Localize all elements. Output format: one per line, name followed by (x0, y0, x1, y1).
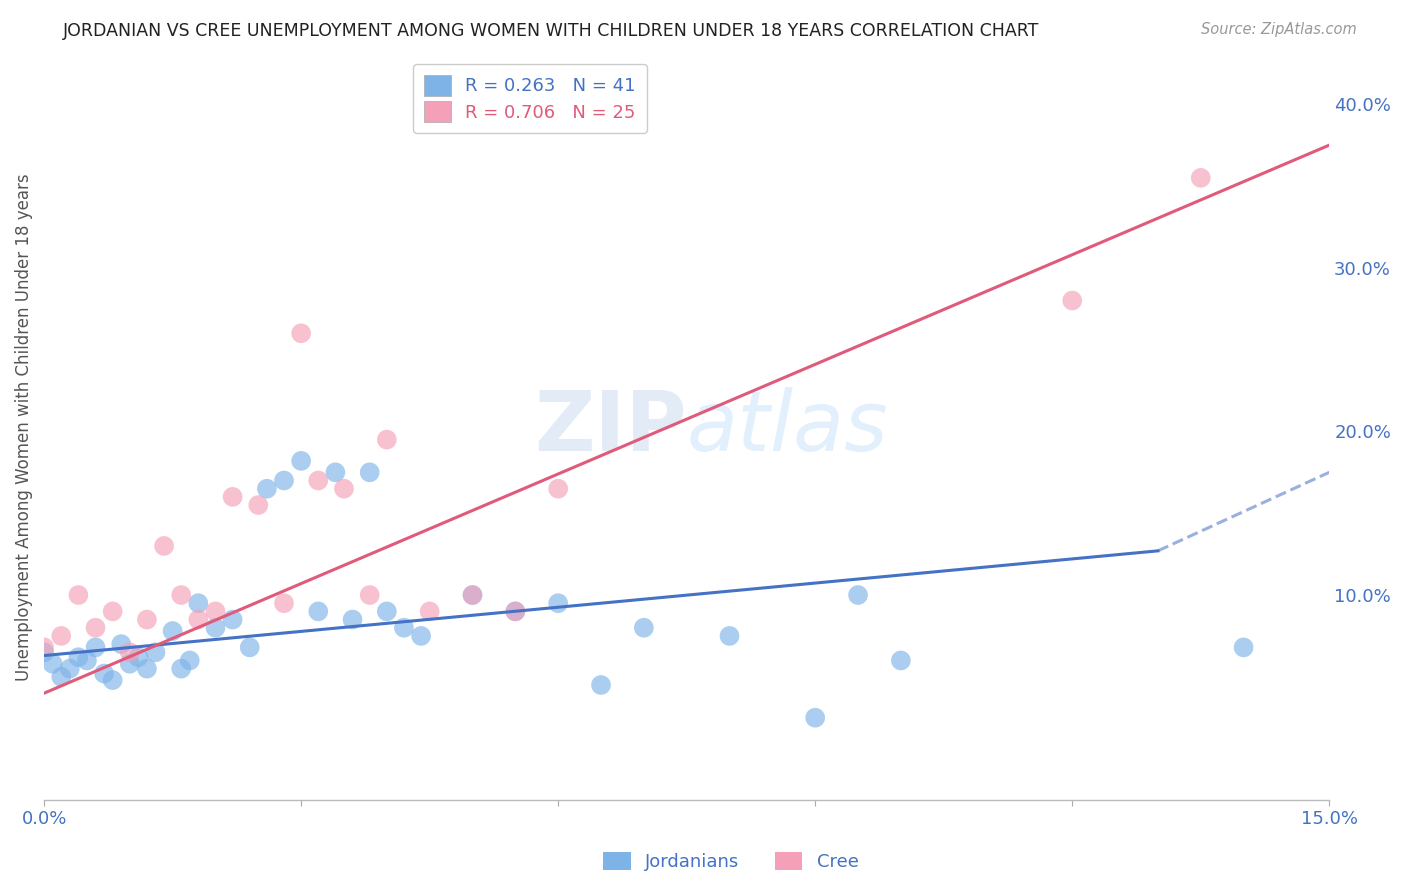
Point (101, 604, 124, 618)
Point (307, 604, 329, 618)
Point (67, 650, 90, 665)
Point (375, 604, 398, 618)
Point (187, 596, 209, 610)
Point (375, 433, 398, 447)
Point (589, 678, 612, 692)
Point (101, 673, 124, 687)
Point (1189, 170, 1212, 185)
Point (342, 613, 364, 627)
Point (804, 711, 827, 725)
Point (32, 640, 55, 655)
Point (204, 621, 226, 635)
Text: JORDANIAN VS CREE UNEMPLOYMENT AMONG WOMEN WITH CHILDREN UNDER 18 YEARS CORRELAT: JORDANIAN VS CREE UNEMPLOYMENT AMONG WOM… (63, 22, 1039, 40)
Point (461, 588, 484, 602)
Point (162, 624, 184, 638)
Point (59, 662, 82, 676)
Point (221, 613, 243, 627)
Point (187, 613, 209, 627)
Point (359, 466, 381, 480)
Point (846, 588, 869, 602)
Legend: Jordanians, Cree: Jordanians, Cree (596, 845, 866, 879)
Point (307, 474, 329, 488)
Point (67, 588, 90, 602)
Point (127, 650, 149, 665)
Point (145, 645, 167, 659)
Point (93, 666, 115, 681)
Point (247, 498, 270, 512)
Point (290, 326, 312, 341)
Point (84, 621, 107, 635)
Point (170, 588, 193, 602)
Point (135, 613, 157, 627)
Point (359, 588, 381, 602)
Point (409, 629, 432, 643)
Point (461, 588, 484, 602)
Point (221, 490, 243, 504)
Point (51, 629, 73, 643)
Point (505, 604, 527, 618)
Point (718, 629, 741, 643)
Point (51, 670, 73, 684)
Point (41, 657, 63, 671)
Point (547, 482, 569, 496)
Point (118, 657, 141, 671)
Legend: R = 0.263   N = 41, R = 0.706   N = 25: R = 0.263 N = 41, R = 0.706 N = 25 (413, 64, 647, 133)
Point (153, 539, 176, 553)
Point (239, 640, 262, 655)
Point (333, 482, 356, 496)
Point (204, 604, 226, 618)
Point (118, 645, 141, 659)
Point (890, 653, 912, 667)
Point (633, 621, 655, 635)
Text: Source: ZipAtlas.com: Source: ZipAtlas.com (1201, 22, 1357, 37)
Point (505, 604, 527, 618)
Point (273, 596, 295, 610)
Point (179, 653, 201, 667)
Point (290, 454, 312, 468)
Point (392, 621, 415, 635)
Point (547, 596, 569, 610)
Point (32, 645, 55, 659)
Point (419, 604, 441, 618)
Point (1232, 640, 1254, 655)
Point (110, 637, 132, 651)
Point (1062, 293, 1084, 308)
Point (325, 466, 347, 480)
Point (84, 640, 107, 655)
Point (256, 482, 278, 496)
Point (170, 662, 193, 676)
Point (76, 653, 98, 667)
Point (135, 662, 157, 676)
Y-axis label: Unemployment Among Women with Children Under 18 years: Unemployment Among Women with Children U… (15, 174, 32, 681)
Text: atlas: atlas (686, 387, 889, 467)
Point (273, 474, 295, 488)
Text: ZIP: ZIP (534, 387, 686, 467)
